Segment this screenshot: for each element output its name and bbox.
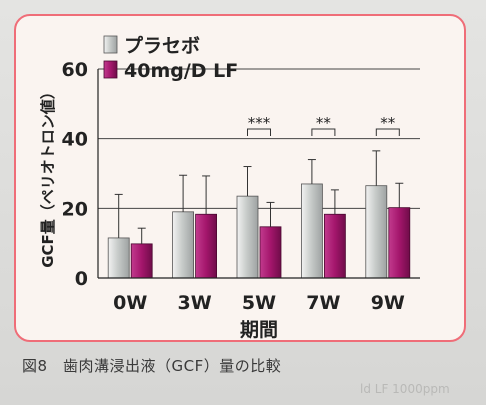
x-tick-label: 0W [113, 292, 147, 314]
x-axis-title: 期間 [240, 319, 278, 341]
legend: プラセボ 40mg/D LF [103, 34, 238, 82]
bar-placebo-9W [365, 185, 388, 279]
x-tick-label: 5W [242, 292, 276, 314]
legend-swatch-lf [103, 60, 118, 79]
figure-caption: 図8 歯肉溝浸出液（GCF）量の比較 [22, 357, 282, 375]
significance-label: *** [248, 114, 271, 132]
y-tick-label: 20 [62, 198, 88, 220]
x-tick-label: 3W [178, 292, 212, 314]
significance-label: ** [380, 114, 396, 132]
bar-lf-0W [130, 243, 153, 279]
error-bars [114, 150, 404, 244]
bar-lf-9W [388, 207, 411, 279]
background-text: ld LF 1000ppm [360, 382, 450, 396]
x-tick-label: 9W [371, 292, 405, 314]
significance-label: ** [316, 114, 332, 132]
bars [107, 183, 411, 279]
legend-swatch-placebo [103, 35, 118, 54]
bar-lf-7W [323, 213, 346, 279]
y-tick-label: 40 [62, 129, 88, 151]
legend-label-lf: 40mg/D LF [124, 60, 238, 82]
bar-placebo-7W [300, 183, 323, 279]
significance-bracket [247, 128, 271, 136]
bar-placebo-5W [236, 195, 259, 279]
bar-placebo-3W [172, 211, 195, 279]
bar-placebo-0W [107, 237, 130, 279]
y-tick-label: 60 [62, 59, 88, 81]
x-tick-label: 7W [306, 292, 340, 314]
significance-bracket [375, 128, 400, 136]
axes: 0 20 40 60 0W 3W 5W 7W 9W 期間 GCF量（ペリオトロン値） [39, 59, 420, 341]
significance-markers: *** ** ** [247, 114, 400, 136]
significance-bracket [311, 128, 336, 136]
bar-lf-3W [195, 213, 218, 279]
y-axis-title: GCF量（ペリオトロン値） [39, 84, 57, 268]
bar-lf-5W [259, 226, 282, 279]
legend-label-placebo: プラセボ [124, 34, 200, 57]
y-tick-label: 0 [75, 268, 88, 290]
